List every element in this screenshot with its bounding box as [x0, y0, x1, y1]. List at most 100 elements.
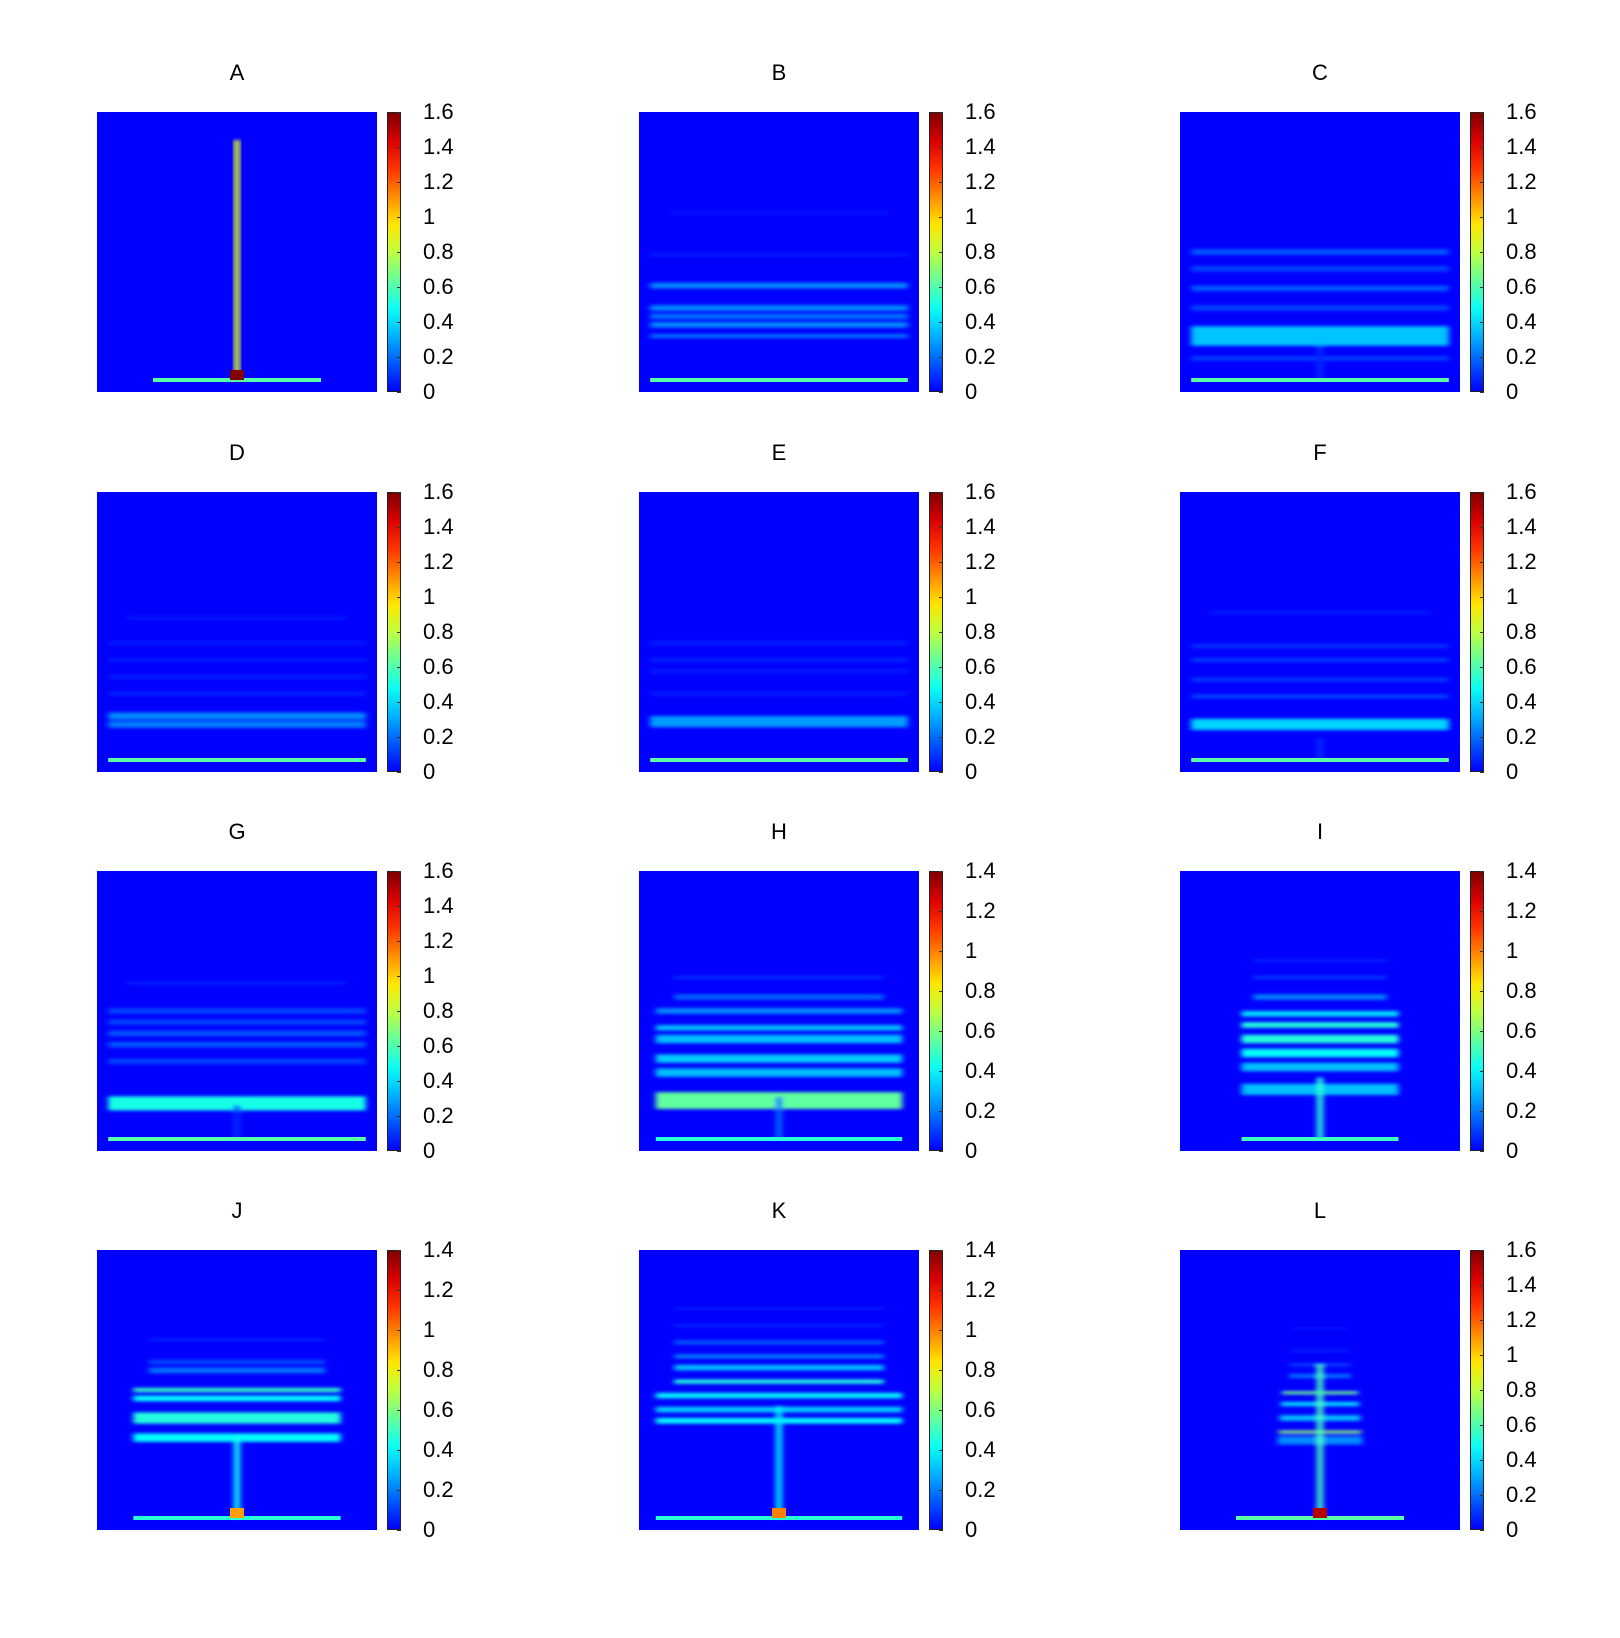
colorbar-tick-label: 0.8 — [965, 978, 996, 1003]
colorbar-tick-mark — [1480, 597, 1484, 598]
heatmap-band — [127, 981, 347, 985]
colorbar-tick-label: 1 — [1506, 1342, 1519, 1367]
colorbar-tick-label: 1.4 — [1506, 858, 1537, 883]
colorbar-tick-label: 0.2 — [423, 724, 454, 749]
heatmap-L — [1180, 1250, 1460, 1530]
colorbar-tick-mark — [397, 871, 401, 872]
colorbar-tick-mark — [397, 1046, 401, 1047]
colorbar-tick-mark — [939, 1111, 943, 1112]
heatmap-band — [108, 1030, 366, 1037]
heatmap-band — [1191, 249, 1449, 255]
colorbar-tick-label: 1 — [965, 938, 978, 963]
heatmap-band — [127, 615, 347, 621]
heatmap-band — [655, 1054, 903, 1063]
colorbar-tick-mark — [1480, 1425, 1484, 1426]
panel-title: I — [1316, 819, 1324, 844]
heatmap-H — [639, 871, 919, 1151]
colorbar-tick-label: 1 — [423, 584, 436, 609]
colorbar-tick-label: 1.2 — [1506, 898, 1537, 923]
colorbar-tick-mark — [939, 1031, 943, 1032]
colorbar-tick-mark — [397, 217, 401, 218]
colorbar-tick-mark — [939, 1450, 943, 1451]
panel-title: L — [1313, 1198, 1327, 1223]
colorbar-tick-mark — [939, 737, 943, 738]
colorbar-tick-mark — [939, 252, 943, 253]
heatmap-band — [1241, 1022, 1399, 1028]
panel-title: E — [771, 440, 787, 465]
colorbar-tick-label: 1.4 — [423, 514, 454, 539]
colorbar-tick-label: 1.4 — [423, 1237, 454, 1262]
colorbar-tick-mark — [939, 357, 943, 358]
heatmap-band — [1191, 285, 1449, 292]
colorbar-tick-mark — [1480, 1460, 1484, 1461]
colorbar-tick-label: 0.4 — [1506, 1447, 1537, 1472]
colorbar-tick-label: 0.4 — [423, 309, 454, 334]
colorbar-tick-mark — [397, 562, 401, 563]
colorbar-tick-mark — [397, 597, 401, 598]
colorbar-tick-label: 1 — [423, 1317, 436, 1342]
colorbar-tick-label: 0 — [423, 379, 436, 404]
colorbar-tick-label: 1.2 — [423, 1277, 454, 1302]
colorbar-tick-label: 0.6 — [965, 1397, 996, 1422]
colorbar-tick-mark — [397, 1151, 401, 1152]
colorbar-tick-label: 0.4 — [965, 689, 996, 714]
colorbar-tick-label: 0.8 — [423, 998, 454, 1023]
colorbar-tick-mark — [939, 632, 943, 633]
colorbar-tick-mark — [939, 1071, 943, 1072]
colorbar-tick-mark — [939, 287, 943, 288]
colorbar-tick-label: 1.4 — [965, 514, 996, 539]
colorbar-tick-mark — [939, 1330, 943, 1331]
colorbar-tick-mark — [939, 702, 943, 703]
heatmap-band — [650, 641, 908, 646]
colorbar-tick-mark — [939, 322, 943, 323]
heatmap-svg — [97, 1250, 377, 1530]
heatmap-band — [1241, 1048, 1399, 1058]
colorbar-tick-mark — [397, 322, 401, 323]
colorbar-tick-mark — [397, 1081, 401, 1082]
colorbar-tick-label: 0.6 — [423, 1033, 454, 1058]
heatmap-background — [639, 492, 919, 772]
panel-title: J — [231, 1198, 243, 1223]
heatmap-band — [674, 1354, 884, 1359]
colorbar-tick-label: 0.4 — [1506, 1058, 1537, 1083]
colorbar-tick-label: 0.4 — [1506, 689, 1537, 714]
colorbar-tick-mark — [939, 991, 943, 992]
colorbar-tick-mark — [939, 492, 943, 493]
colorbar-tick-label: 0.8 — [965, 619, 996, 644]
heatmap-hotspot — [230, 1508, 244, 1518]
colorbar-tick-label: 1.4 — [965, 858, 996, 883]
colorbar-J — [387, 1250, 401, 1530]
colorbar-tick-label: 1.4 — [965, 1237, 996, 1262]
colorbar-tick-mark — [397, 702, 401, 703]
colorbar-tick-mark — [397, 976, 401, 977]
heatmap-stem — [234, 1105, 240, 1139]
colorbar-tick-mark — [939, 182, 943, 183]
panel-title: A — [229, 60, 245, 85]
colorbar-tick-label: 0 — [423, 1138, 436, 1163]
heatmap-band — [655, 1392, 903, 1399]
heatmap-hotspot — [1313, 1508, 1327, 1518]
heatmap-base-line — [650, 378, 908, 382]
colorbar-tick-mark — [1480, 1151, 1484, 1152]
colorbar-tick-label: 0.8 — [423, 619, 454, 644]
colorbar-tick-label: 0.4 — [965, 1058, 996, 1083]
colorbar-tick-mark — [1480, 702, 1484, 703]
heatmap-stem — [776, 1406, 782, 1518]
colorbar-tick-label: 0.2 — [1506, 1098, 1537, 1123]
colorbar-tick-label: 0.4 — [965, 309, 996, 334]
heatmap-band — [674, 1379, 884, 1384]
heatmap-band — [1241, 1062, 1399, 1072]
colorbar-tick-mark — [397, 1011, 401, 1012]
colorbar-tick-label: 1.2 — [423, 549, 454, 574]
colorbar-tick-label: 1.6 — [1506, 99, 1537, 124]
heatmap-band — [1191, 266, 1449, 272]
heatmap-band — [108, 1019, 366, 1025]
colorbar-tick-mark — [397, 252, 401, 253]
colorbar-tick-label: 0.6 — [423, 654, 454, 679]
colorbar-tick-mark — [939, 527, 943, 528]
colorbar-tick-label: 1.2 — [1506, 1307, 1537, 1332]
panel-title: F — [1313, 440, 1327, 465]
colorbar-tick-mark — [1480, 217, 1484, 218]
heatmap-J — [97, 1250, 377, 1530]
